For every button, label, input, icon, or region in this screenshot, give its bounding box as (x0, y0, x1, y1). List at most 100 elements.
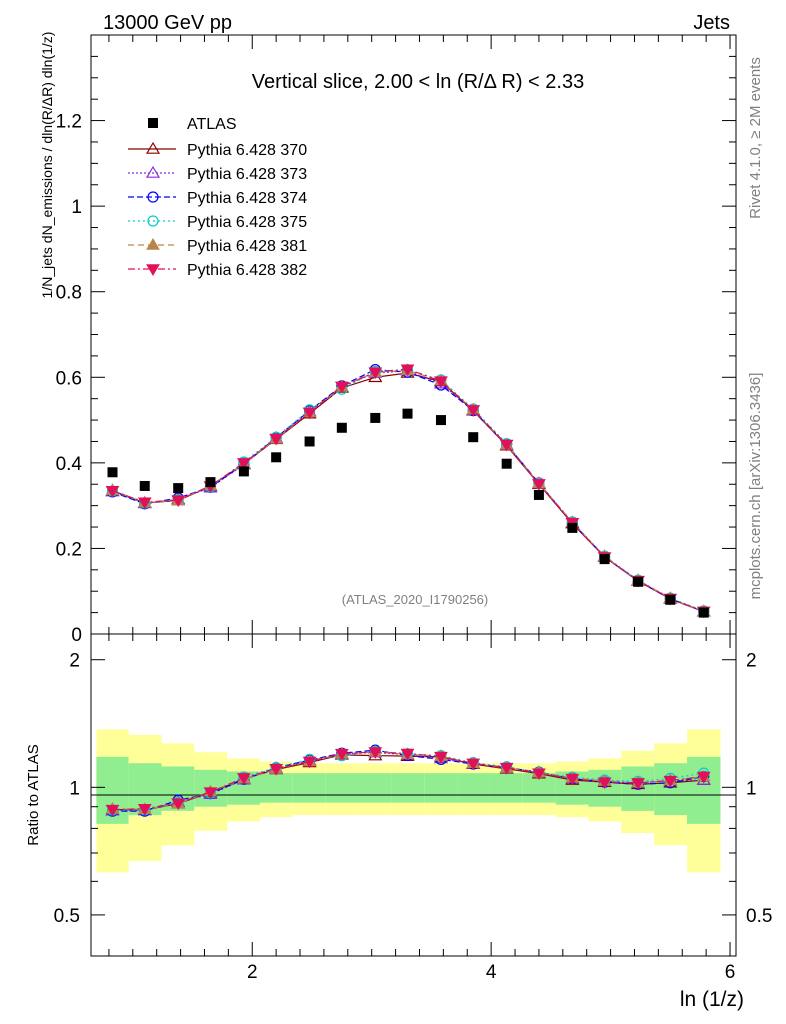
series-point-5 (237, 458, 251, 470)
legend-label-3: Pythia 6.428 375 (187, 214, 307, 231)
atlas-data-point (107, 467, 118, 478)
green-band-bin (391, 773, 425, 803)
y-tick-label-ratio-right: 1 (746, 778, 757, 799)
atlas-data-point (205, 477, 216, 488)
y-tick-label-main: 0.8 (56, 283, 82, 304)
axis-ticks: 2 4 6 0 0.2 0.4 0.6 0.8 1 1.2 0.5 0.5 1 1 2 2 (54, 34, 772, 983)
green-band-bin (654, 763, 688, 816)
ratio-point-5 (631, 778, 645, 790)
main-series (105, 363, 711, 619)
series-point-5 (334, 381, 349, 394)
green-band-bin (260, 773, 293, 803)
y-tick-label-main: 0 (71, 625, 82, 646)
series-line-5 (112, 368, 704, 612)
y-axis-label-ratio: Ratio to ATLAS (25, 744, 42, 845)
ratio-point-5 (269, 763, 284, 776)
legend-marker-atlas (148, 118, 158, 128)
atlas-data-point (501, 458, 512, 469)
rivet-version-label: Rivet 4.1.0, ≥ 2M events (747, 57, 764, 219)
legend-label-5: Pythia 6.428 382 (187, 262, 307, 279)
y-tick-label-ratio-right: 2 (746, 651, 757, 672)
ratio-point-5 (334, 748, 349, 761)
y-axis-label-main: 1/N_jets dN_emissions / dln(R/ΔR) dln(1/… (39, 32, 55, 299)
y-tick-label-main: 1 (71, 197, 82, 218)
series-point-5 (368, 367, 383, 380)
ratio-point-5 (466, 758, 481, 771)
series-point-5 (400, 364, 415, 377)
legend-label-0: Pythia 6.428 370 (187, 142, 307, 159)
green-band-bin (292, 773, 326, 803)
series-point-5 (269, 433, 284, 446)
atlas-data-point (633, 576, 644, 587)
series-point-5 (105, 485, 120, 498)
ratio-point-5 (105, 804, 120, 817)
analysis-watermark: (ATLAS_2020_I1790256) (342, 592, 488, 607)
green-band-bin (358, 773, 392, 803)
atlas-data-point (336, 422, 347, 433)
green-band-bin (489, 773, 523, 803)
atlas-data-point (698, 607, 709, 618)
green-band-bin (457, 773, 490, 803)
legend-label-2: Pythia 6.428 374 (187, 190, 307, 207)
ratio-point-5 (532, 768, 546, 781)
series-point-5 (302, 407, 317, 420)
green-band-bin (687, 756, 721, 824)
series-point-5 (171, 495, 186, 508)
ratio-point-5 (171, 798, 186, 811)
y-tick-label-main: 0.2 (56, 539, 82, 560)
ratio-point-5 (696, 771, 711, 784)
atlas-data-point (173, 483, 184, 494)
legend-label-1: Pythia 6.428 373 (187, 166, 307, 183)
ratio-point-5 (499, 762, 514, 775)
ratio-point-5 (400, 748, 415, 761)
legend-label-atlas: ATLAS (187, 116, 237, 133)
ratio-point-5 (368, 747, 383, 759)
atlas-data-point (533, 489, 544, 500)
y-tick-label-main: 1.2 (56, 112, 82, 133)
atlas-data-point (567, 522, 578, 533)
legend-marker-5 (146, 264, 160, 276)
ratio-point-5 (565, 773, 580, 786)
series-point-5 (434, 376, 448, 389)
atlas-data-point (238, 466, 249, 477)
y-tick-label-main: 0.4 (56, 454, 83, 475)
x-tick-label: 4 (486, 962, 497, 983)
y-tick-label-ratio: 1 (69, 778, 80, 799)
legend-marker-4 (146, 238, 160, 250)
mcplots-label: mcplots.cern.ch [arXiv:1306.3436] (747, 373, 764, 600)
header-energy: 13000 GeV pp (103, 12, 232, 34)
atlas-data-point (139, 480, 150, 491)
legend-label-4: Pythia 6.428 381 (187, 238, 307, 255)
header-jets: Jets (693, 12, 730, 34)
ratio-point-5 (203, 787, 218, 800)
legend-marker-3 (147, 215, 159, 227)
ratio-point-5 (434, 751, 448, 764)
legend-marker-0 (145, 141, 161, 154)
legend: ATLAS Pythia 6.428 370 Pythia 6.428 373 Pyt… (128, 116, 307, 279)
atlas-data-point (304, 436, 315, 447)
ratio-series (105, 744, 711, 817)
x-axis-label: ln (1/z) (680, 988, 744, 1011)
atlas-data-point (665, 594, 676, 605)
green-band-bin (325, 773, 359, 803)
series-point-5 (499, 439, 514, 452)
series-line-1 (112, 370, 704, 613)
y-tick-label-ratio: 2 (69, 651, 80, 672)
green-band-bin (424, 773, 458, 803)
series-point-5 (137, 497, 152, 510)
ratio-point-5 (137, 804, 152, 816)
x-tick-label: 2 (247, 962, 258, 983)
y-tick-label-ratio: 0.5 (54, 906, 80, 927)
legend-marker-1 (145, 165, 161, 178)
ratio-point-5 (302, 756, 317, 769)
ratio-point-5 (597, 777, 612, 790)
svg-text:1/N_jets dN_emissions / dln(R/: 1/N_jets dN_emissions / dln(R/ΔR) dln(1/… (39, 32, 55, 299)
series-point-5 (466, 405, 481, 417)
atlas-data-point (370, 412, 381, 423)
atlas-data-point (468, 432, 479, 443)
atlas-data-point (402, 408, 413, 419)
ratio-point-5 (663, 775, 678, 788)
atlas-data-point (271, 452, 282, 463)
atlas-data-point (599, 554, 610, 565)
